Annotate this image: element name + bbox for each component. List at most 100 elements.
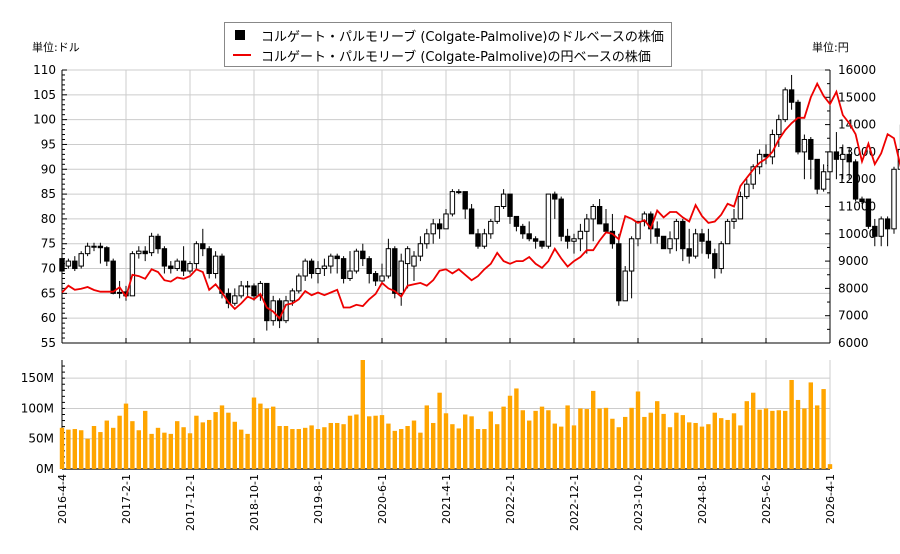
volume-bar bbox=[91, 426, 97, 469]
volume-bar bbox=[591, 390, 596, 469]
y2-tick-label: 7000 bbox=[838, 309, 869, 323]
volume-bar bbox=[578, 408, 583, 469]
candle bbox=[456, 191, 462, 194]
volume-bar bbox=[738, 425, 743, 469]
candle bbox=[468, 208, 475, 235]
candle bbox=[347, 270, 353, 279]
candle bbox=[801, 138, 808, 153]
candle bbox=[65, 260, 72, 267]
volume-bar bbox=[450, 424, 455, 469]
candle bbox=[891, 168, 897, 230]
candle bbox=[116, 291, 123, 294]
x-tick-label: 2026-4-1 bbox=[824, 474, 837, 524]
volume-bar bbox=[322, 427, 327, 469]
volume-bar bbox=[437, 392, 442, 469]
candle bbox=[488, 220, 494, 235]
candle bbox=[238, 285, 244, 297]
volume-bar bbox=[411, 420, 417, 469]
candle bbox=[404, 248, 411, 265]
candle bbox=[814, 158, 820, 190]
candle bbox=[334, 255, 340, 260]
candle bbox=[692, 233, 699, 257]
candle bbox=[59, 258, 65, 272]
candle bbox=[321, 265, 328, 270]
legend-jpy-label: コルゲート・パルモリーブ (Colgate-Palmolive)の円ベースの株価 bbox=[261, 49, 651, 65]
candle bbox=[744, 183, 750, 198]
volume-bar bbox=[207, 419, 212, 469]
x-tick-label: 2025-6-2 bbox=[760, 474, 773, 524]
candle bbox=[110, 260, 116, 294]
candle bbox=[72, 260, 78, 270]
volume-tick-label: 50M bbox=[28, 432, 54, 446]
volume-bar bbox=[290, 429, 295, 469]
volume-bar bbox=[226, 412, 231, 469]
candle bbox=[315, 268, 321, 275]
candle bbox=[500, 193, 507, 208]
candle bbox=[833, 151, 840, 160]
volume-bar bbox=[111, 427, 116, 469]
volume-bar bbox=[181, 427, 186, 469]
volume-bar bbox=[283, 426, 289, 469]
volume-bar bbox=[335, 422, 340, 469]
volume-bar bbox=[514, 388, 519, 469]
candle bbox=[808, 138, 814, 160]
volume-bar bbox=[328, 422, 333, 469]
volume-bar bbox=[315, 429, 321, 469]
candle bbox=[104, 247, 110, 262]
volume-bar bbox=[667, 427, 673, 469]
volume-bar bbox=[552, 423, 557, 469]
candle bbox=[724, 220, 731, 245]
volume-bar bbox=[443, 413, 449, 469]
candle bbox=[302, 260, 308, 277]
candle bbox=[840, 153, 846, 160]
volume-bar bbox=[719, 418, 724, 469]
volume-bar bbox=[635, 391, 641, 469]
volume-bar bbox=[751, 392, 756, 469]
volume-bar bbox=[424, 405, 429, 469]
y2-tick-label: 14000 bbox=[838, 118, 876, 132]
x-tick-label: 2024-8-1 bbox=[696, 474, 709, 524]
x-tick-label: 2018-10-1 bbox=[248, 474, 261, 531]
volume-bar bbox=[98, 432, 103, 469]
candle bbox=[776, 119, 782, 136]
candle bbox=[392, 248, 398, 294]
candle bbox=[417, 243, 424, 257]
volume-bar bbox=[712, 412, 717, 469]
y-tick-label: 90 bbox=[41, 162, 56, 176]
candle bbox=[411, 255, 417, 267]
volume-bar bbox=[533, 410, 538, 469]
candle bbox=[545, 193, 552, 247]
candle bbox=[142, 250, 148, 255]
y2-tick-label: 10000 bbox=[838, 227, 876, 241]
candle bbox=[590, 206, 596, 220]
volume-bar bbox=[117, 415, 122, 469]
candle bbox=[97, 245, 104, 249]
volume-bars bbox=[59, 360, 833, 469]
candle bbox=[737, 196, 744, 220]
x-tick-label: 2016-4-4 bbox=[56, 474, 69, 524]
candle bbox=[244, 285, 251, 288]
candle bbox=[78, 253, 84, 267]
candle bbox=[622, 270, 628, 302]
candle bbox=[526, 233, 532, 240]
y-tick-label: 70 bbox=[41, 262, 56, 276]
volume-bar bbox=[770, 410, 775, 469]
volume-bar bbox=[725, 419, 730, 469]
volume-bar bbox=[623, 416, 628, 469]
candle bbox=[872, 225, 878, 237]
candle bbox=[187, 263, 193, 272]
volume-bar bbox=[399, 429, 404, 469]
candle bbox=[788, 89, 795, 103]
y2-tick-label: 16000 bbox=[838, 63, 876, 77]
volume-bar bbox=[584, 409, 589, 469]
volume-bar bbox=[386, 423, 391, 469]
volume-bar bbox=[392, 430, 397, 469]
volume-bar bbox=[475, 429, 481, 469]
volume-bar bbox=[219, 405, 225, 469]
volume-bar bbox=[597, 408, 602, 469]
candle bbox=[251, 285, 257, 297]
x-tick-label: 2019-8-1 bbox=[312, 474, 325, 524]
candle bbox=[264, 282, 270, 322]
y-tick-label: 60 bbox=[41, 311, 56, 325]
